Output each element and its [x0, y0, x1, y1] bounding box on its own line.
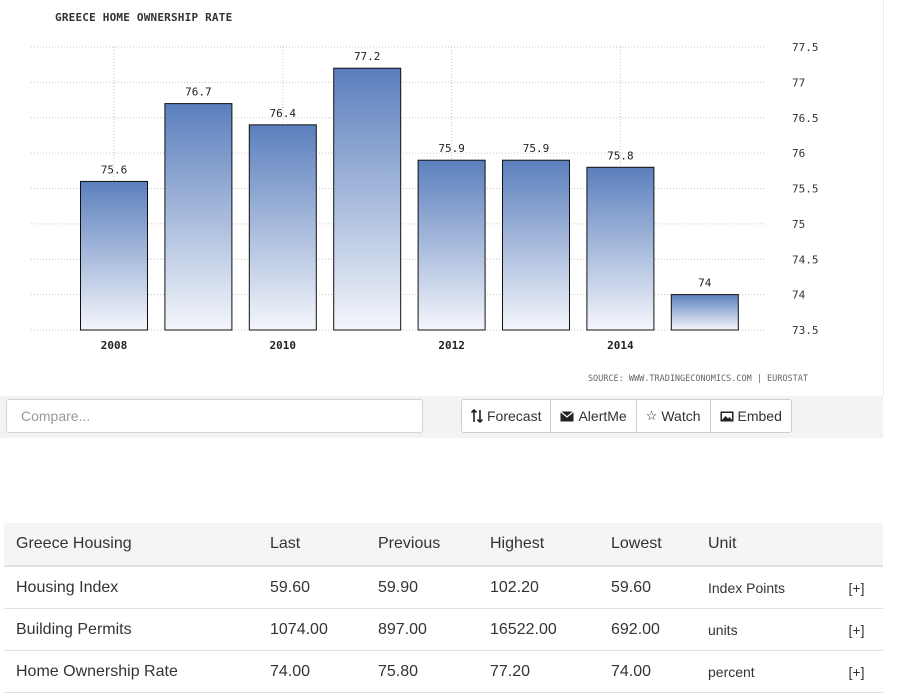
row-unit: Index Points	[696, 566, 830, 609]
chart-title: GREECE HOME OWNERSHIP RATE	[55, 11, 233, 24]
chart-source: SOURCE: WWW.TRADINGECONOMICS.COM | EUROS…	[587, 374, 808, 384]
row-unit: units	[696, 608, 830, 651]
y-tick-label: 74.5	[792, 253, 819, 266]
y-tick-label: 75	[792, 218, 805, 231]
x-tick-label: 2008	[101, 339, 128, 352]
header-expand	[830, 523, 883, 567]
alertme-label: AlertMe	[578, 408, 627, 424]
y-tick-label: 75.5	[792, 183, 819, 196]
header-lowest: Lowest	[599, 523, 696, 567]
embed-label: Embed	[737, 408, 782, 424]
y-tick-label: 77	[792, 76, 805, 89]
watch-label: Watch	[661, 408, 701, 424]
row-previous: 59.90	[366, 566, 478, 609]
x-tick-label: 2012	[438, 339, 465, 352]
x-tick-label: 2014	[607, 339, 634, 352]
forecast-label: Forecast	[487, 408, 542, 424]
row-lowest: 692.00	[599, 608, 696, 651]
table-header-row: Greece Housing Last Previous Highest Low…	[4, 523, 883, 567]
forecast-button[interactable]: Forecast	[462, 400, 552, 432]
table-row: Housing Index 59.60 59.90 102.20 59.60 I…	[4, 566, 883, 609]
header-unit: Unit	[696, 523, 830, 567]
watch-button[interactable]: ☆ Watch	[637, 400, 711, 432]
embed-button[interactable]: Embed	[711, 400, 791, 432]
alertme-button[interactable]: AlertMe	[551, 400, 637, 432]
data-label: 77.2	[354, 50, 381, 63]
row-highest: 77.20	[478, 650, 599, 693]
data-label: 75.9	[438, 142, 465, 155]
row-highest: 102.20	[478, 566, 599, 609]
housing-table: Greece Housing Last Previous Highest Low…	[4, 523, 883, 693]
bar	[586, 166, 655, 331]
row-last: 74.00	[258, 650, 366, 693]
table-row: Building Permits 1074.00 897.00 16522.00…	[4, 608, 883, 651]
row-previous: 897.00	[366, 608, 478, 651]
row-expand-button[interactable]: [+]	[830, 608, 883, 651]
bar-chart: 73.5 74 74.5 75 75.5 76 76.5 77 77.5 75.6 2008 76.7…	[31, 41, 819, 352]
table-row: Home Ownership Rate 74.00 75.80 77.20 74…	[4, 650, 883, 693]
action-button-group: Forecast AlertMe ☆ Watch Em	[461, 399, 792, 433]
bar	[248, 124, 317, 331]
bar	[80, 180, 148, 331]
data-label: 75.8	[607, 149, 634, 162]
sort-arrows-icon	[471, 409, 483, 423]
compare-input[interactable]	[6, 399, 423, 433]
row-lowest: 59.60	[599, 566, 696, 609]
bar	[502, 159, 570, 331]
row-name-link[interactable]: Building Permits	[4, 608, 258, 651]
data-label: 76.7	[185, 86, 212, 99]
row-unit: percent	[696, 650, 830, 693]
y-tick-label: 77.5	[792, 41, 819, 54]
row-expand-button[interactable]: [+]	[830, 566, 883, 609]
star-icon: ☆	[645, 408, 658, 423]
row-highest: 16522.00	[478, 608, 599, 651]
row-name-link[interactable]: Housing Index	[4, 566, 258, 609]
data-label: 75.9	[523, 142, 550, 155]
row-lowest: 74.00	[599, 650, 696, 693]
picture-icon	[720, 411, 734, 422]
envelope-icon	[560, 410, 575, 422]
data-label: 75.6	[101, 163, 128, 176]
data-label: 76.4	[270, 107, 297, 120]
row-name-link[interactable]: Home Ownership Rate	[4, 650, 258, 693]
row-last: 59.60	[258, 566, 366, 609]
data-label: 74	[698, 277, 712, 290]
header-highest: Highest	[478, 523, 599, 567]
chart-toolbar: Forecast AlertMe ☆ Watch Em	[0, 396, 883, 438]
y-tick-label: 73.5	[792, 324, 819, 337]
bar	[670, 294, 739, 331]
header-name: Greece Housing	[4, 523, 258, 567]
row-expand-button[interactable]: [+]	[830, 650, 883, 693]
bar	[164, 103, 233, 331]
header-previous: Previous	[366, 523, 478, 567]
bar	[417, 159, 486, 331]
y-tick-label: 74	[792, 289, 806, 302]
row-last: 1074.00	[258, 608, 366, 651]
bar	[333, 67, 402, 331]
row-previous: 75.80	[366, 650, 478, 693]
y-tick-label: 76	[792, 147, 805, 160]
x-tick-label: 2010	[270, 339, 297, 352]
chart-panel: 73.5 74 74.5 75 75.5 76 76.5 77 77.5 75.6 2008 76.7…	[4, 0, 884, 396]
header-last: Last	[258, 523, 366, 567]
y-tick-label: 76.5	[792, 112, 819, 125]
